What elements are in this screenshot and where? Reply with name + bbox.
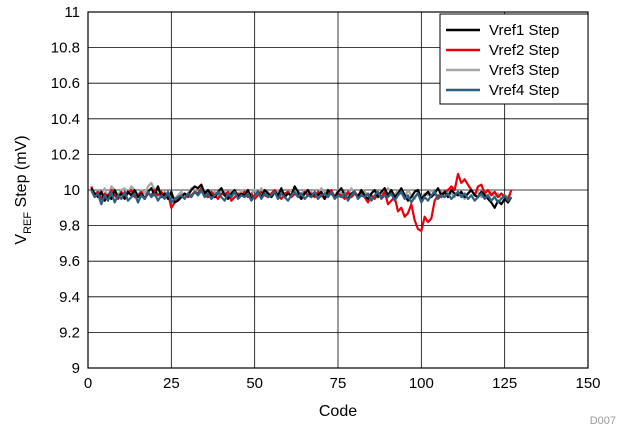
x-tick-label: 150 bbox=[575, 375, 600, 392]
y-tick-label: 9.6 bbox=[59, 253, 80, 270]
tick-labels: 0 25 50 75 100 125 150 9 9.2 9.4 9.6 9.8 10 10.2 10.4 1… bbox=[51, 4, 601, 392]
legend-label-4: Vref4 Step bbox=[489, 82, 559, 99]
x-tick-label: 100 bbox=[409, 375, 434, 392]
x-tick-label: 50 bbox=[246, 375, 263, 392]
y-tick-label: 10 bbox=[63, 182, 80, 199]
x-axis-title: Code bbox=[319, 403, 357, 420]
plot-border bbox=[87, 11, 589, 369]
y-axis-title: VREF Step (mV) bbox=[13, 135, 34, 244]
y-tick-label: 9 bbox=[72, 360, 80, 377]
y-axis-title-main: V bbox=[13, 234, 30, 245]
x-tick-label: 125 bbox=[492, 375, 517, 392]
y-tick-label: 11 bbox=[64, 4, 80, 21]
legend: Vref1 Step Vref2 Step Vref3 Step Vref4 Step bbox=[439, 13, 589, 105]
legend-label-2: Vref2 Step bbox=[489, 42, 559, 59]
y-tick-label: 9.2 bbox=[59, 324, 80, 341]
y-axis-title-rest: Step (mV) bbox=[13, 135, 30, 211]
y-tick-label: 10.6 bbox=[51, 75, 80, 92]
x-tick-label: 0 bbox=[84, 375, 92, 392]
figure-id-footnote: D007 bbox=[590, 415, 616, 427]
y-tick-label: 10.2 bbox=[51, 146, 80, 163]
legend-label-1: Vref1 Step bbox=[489, 22, 559, 39]
y-tick-label: 9.8 bbox=[59, 218, 80, 235]
legend-label-3: Vref3 Step bbox=[489, 62, 559, 79]
y-axis-title-subscript: REF bbox=[22, 212, 34, 234]
y-tick-label: 10.8 bbox=[51, 40, 80, 57]
y-tick-label: 10.4 bbox=[51, 111, 80, 128]
y-tick-label: 9.4 bbox=[59, 289, 80, 306]
series-lines bbox=[90, 172, 513, 233]
x-tick-label: 75 bbox=[330, 375, 347, 392]
series-line-4 bbox=[90, 188, 513, 206]
x-tick-label: 25 bbox=[163, 375, 180, 392]
